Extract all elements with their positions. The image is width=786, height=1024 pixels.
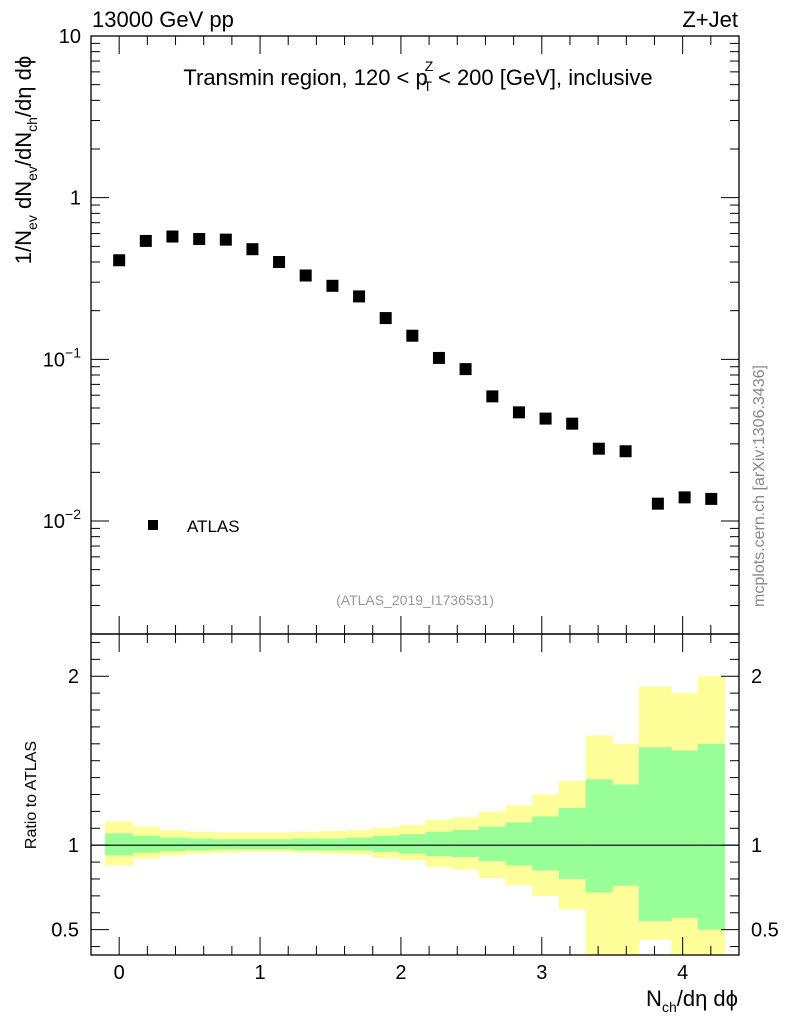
ratio-y-axis-label: Ratio to ATLAS (23, 741, 40, 849)
data-point (273, 256, 286, 269)
ratio-band-bin-stat (398, 834, 427, 854)
data-point (705, 492, 718, 505)
ratio-band-bin-stat (638, 747, 672, 922)
data-point (353, 290, 366, 303)
data-point (219, 233, 232, 246)
data-point (651, 497, 664, 510)
data-point (299, 269, 312, 282)
data-point (678, 491, 691, 504)
data-point (432, 351, 445, 364)
energy-label: 13000 GeV pp (92, 7, 234, 32)
ratio-y-tick-label: 0.5 (51, 920, 79, 942)
y-tick-label: 10 (59, 26, 81, 48)
x-axis-label: Nch/dη dϕ (646, 986, 738, 1015)
data-point (406, 329, 419, 342)
ratio-band-bin-stat (265, 839, 293, 850)
data-point (619, 445, 632, 458)
ratio-band-bin-stat (505, 822, 533, 866)
data-point (166, 230, 179, 243)
ratio-band-bin-stat (612, 784, 640, 886)
ratio-band-bin-stat (132, 835, 160, 853)
ratio-band-bin-stat (319, 838, 347, 851)
ratio-band-bin-stat (585, 779, 613, 893)
legend-label-atlas: ATLAS (187, 517, 240, 536)
ratio-band-bin-stat (671, 750, 699, 918)
ratio-y-tick-label-right: 1 (751, 835, 762, 857)
data-point (459, 363, 472, 376)
ratio-y-tick-label-right: 0.5 (751, 920, 779, 942)
data-point (379, 312, 392, 325)
watermark: mcplots.cern.ch [arXiv:1306.3436] (751, 365, 768, 607)
ratio-band-bin-stat (239, 839, 267, 850)
ratio-band-bin-stat (425, 831, 453, 857)
ratio-y-tick-label-right: 2 (751, 666, 762, 688)
process-label: Z+Jet (682, 7, 738, 32)
ratio-y-tick-label: 2 (68, 666, 79, 688)
analysis-tag: (ATLAS_2019_I1736531) (336, 592, 494, 608)
main-y-axis-label: 1/Nev dNev/dNch/dη dϕ (11, 56, 40, 264)
ratio-y-tick-label: 1 (68, 835, 79, 857)
ratio-band-bin-stat (292, 838, 320, 851)
ratio-band-bin-stat (372, 835, 400, 852)
y-tick-label: 10−2 (43, 506, 81, 533)
ratio-bands (105, 676, 725, 955)
x-tick-label: 4 (677, 962, 688, 984)
data-point (246, 243, 259, 256)
main-plot-axes: 10 1 10−1 10−2 (43, 26, 740, 635)
ratio-plot-axes: 0.5 0.5 1 1 2 2 0 1 2 3 4 (51, 633, 779, 984)
ratio-band-bin-stat (532, 816, 560, 871)
data-point (113, 254, 126, 267)
x-tick-label: 1 (254, 962, 265, 984)
ratio-band-bin-stat (212, 839, 240, 850)
x-tick-label: 2 (395, 962, 406, 984)
data-point (539, 412, 552, 425)
data-point (566, 417, 579, 430)
data-point (193, 233, 206, 246)
legend-marker-atlas (148, 520, 158, 530)
main-data-points (113, 230, 718, 510)
y-tick-label: 10−1 (43, 344, 81, 371)
ratio-band-bin-stat (105, 833, 134, 856)
ratio-band-bin-stat (159, 837, 187, 852)
ratio-band-bin-stat (452, 829, 480, 858)
ratio-band-bin-stat (185, 838, 213, 851)
ratio-band-bin-stat (478, 826, 507, 862)
x-tick-label: 0 (114, 962, 125, 984)
ratio-band-bin-stat (345, 837, 373, 851)
data-point (592, 442, 605, 455)
data-point (486, 390, 499, 403)
plot-title: Transmin region, 120 < pZ T < 200 [GeV], … (183, 58, 652, 94)
ratio-band-bin-stat (558, 808, 587, 879)
data-point (326, 279, 339, 292)
y-tick-label: 1 (70, 188, 81, 210)
data-point (139, 234, 152, 247)
ratio-band-bin-stat (697, 743, 725, 930)
x-tick-label: 3 (536, 962, 547, 984)
data-point (512, 406, 525, 419)
